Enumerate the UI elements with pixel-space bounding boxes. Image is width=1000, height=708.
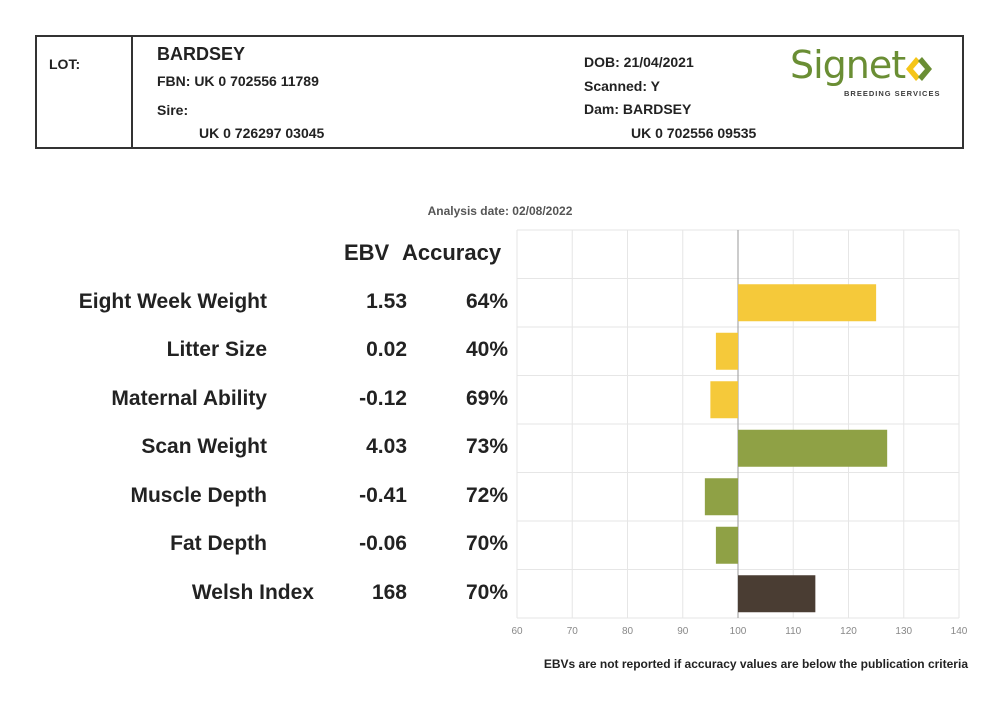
x-tick-label: 70 (567, 626, 579, 637)
accuracy-value: 70% (465, 580, 508, 604)
ebv-value: 0.02 (366, 338, 407, 362)
ebv-column-header: EBV (344, 240, 390, 265)
signet-logo: Signet BREEDING SERVICES (790, 43, 950, 99)
lot-label: LOT: (49, 56, 81, 72)
dam-name: Dam: BARDSEY (584, 101, 692, 117)
ebv-value: -0.06 (359, 532, 407, 556)
accuracy-value: 40% (465, 338, 508, 362)
ebv-value: 1.53 (366, 289, 407, 313)
dam-id: UK 0 702556 09535 (631, 125, 757, 141)
signet-chevrons-icon (906, 57, 932, 81)
trait-label: Fat Depth (170, 532, 267, 556)
ebv-value: 4.03 (366, 435, 407, 459)
ebv-bar (738, 575, 816, 613)
accuracy-value: 64% (465, 289, 508, 313)
sire-label: Sire: (157, 102, 189, 118)
trait-label: Muscle Depth (130, 483, 267, 507)
logo-subtitle: BREEDING SERVICES (844, 89, 941, 98)
ebv-bar (710, 381, 738, 419)
ebv-bar (715, 332, 738, 370)
ebv-bar (738, 429, 888, 467)
analysis-date: Analysis date: 02/08/2022 (427, 204, 573, 218)
accuracy-value: 69% (465, 386, 508, 410)
lot-header: LOT: BARDSEY FBN: UK 0 702556 11789 Sire… (35, 35, 964, 149)
x-tick-label: 100 (730, 626, 747, 637)
scanned-status: Scanned: Y (584, 78, 660, 94)
ebv-bar (738, 284, 877, 322)
ebv-bar (704, 478, 738, 516)
ebv-bar (715, 526, 738, 564)
accuracy-column-header: Accuracy (402, 240, 502, 265)
header-divider (131, 37, 133, 147)
trait-label: Litter Size (166, 338, 267, 362)
logo-wordmark: Signet (790, 43, 906, 87)
accuracy-value: 72% (465, 483, 508, 507)
trait-label: Welsh Index (191, 580, 314, 604)
sire-id: UK 0 726297 03045 (199, 125, 325, 141)
x-tick-label: 90 (677, 626, 689, 637)
x-tick-label: 120 (840, 626, 857, 637)
accuracy-value: 70% (465, 532, 508, 556)
x-tick-label: 80 (622, 626, 634, 637)
fbn-id: FBN: UK 0 702556 11789 (157, 73, 319, 89)
x-tick-label: 110 (785, 626, 801, 637)
footnote: EBVs are not reported if accuracy values… (543, 657, 968, 671)
ebv-value: -0.12 (359, 386, 407, 410)
date-of-birth: DOB: 21/04/2021 (584, 54, 694, 70)
x-tick-label: 60 (511, 626, 523, 637)
animal-name: BARDSEY (157, 44, 246, 64)
trait-label: Scan Weight (141, 435, 267, 459)
x-tick-label: 140 (951, 626, 968, 637)
trait-label: Maternal Ability (111, 386, 267, 410)
trait-label: Eight Week Weight (78, 289, 267, 313)
ebv-value: -0.41 (359, 483, 407, 507)
ebv-value: 168 (371, 580, 407, 604)
accuracy-value: 73% (465, 435, 508, 459)
x-tick-label: 130 (895, 626, 912, 637)
